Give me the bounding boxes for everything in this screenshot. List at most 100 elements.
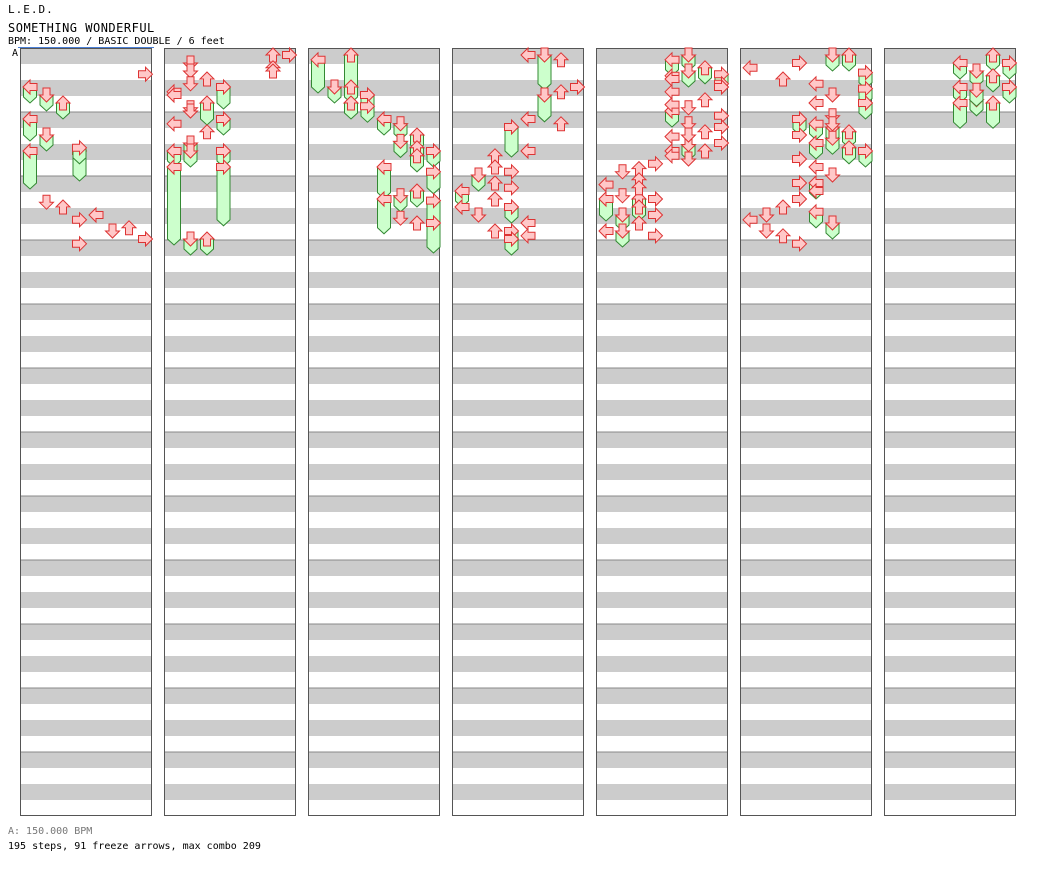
freeze-head-arrow	[504, 198, 520, 216]
freeze-body	[167, 166, 181, 246]
tap-arrow	[138, 65, 154, 83]
freeze-arrow	[840, 47, 858, 72]
freeze-head-arrow	[454, 182, 470, 200]
freeze-head-arrow	[216, 142, 232, 160]
freeze-head-arrow	[1002, 54, 1018, 72]
freeze-arrow	[470, 167, 487, 192]
freeze-head-arrow	[504, 230, 520, 248]
freeze-head-arrow	[808, 203, 824, 221]
freeze-head-arrow	[840, 47, 858, 63]
freeze-arrow	[182, 231, 199, 256]
beat-stripe	[164, 464, 296, 480]
tap-arrow	[648, 227, 664, 245]
freeze-head-arrow	[408, 183, 426, 199]
tap-arrow	[598, 222, 614, 240]
tap-arrow	[680, 116, 697, 132]
beat-stripe	[164, 752, 296, 768]
tap-arrow	[648, 206, 664, 224]
freeze-head-arrow	[326, 79, 343, 95]
freeze-head-arrow	[426, 192, 442, 209]
freeze-head-arrow	[984, 68, 1002, 84]
freeze-head-arrow	[984, 95, 1002, 111]
bpm-marker-line	[18, 47, 154, 48]
freeze-head-arrow	[680, 63, 697, 79]
tap-arrow	[552, 116, 570, 132]
freeze-arrow	[198, 231, 216, 256]
freeze-head-arrow	[166, 158, 182, 176]
freeze-arrow	[808, 203, 824, 229]
freeze-arrow	[22, 110, 38, 142]
freeze-arrow	[504, 198, 520, 224]
freeze-head-arrow	[22, 78, 38, 96]
tap-arrow	[264, 63, 282, 79]
beat-stripe	[596, 688, 728, 704]
tap-arrow	[680, 100, 697, 116]
tap-arrow	[520, 110, 536, 128]
freeze-arrow	[968, 82, 985, 107]
freeze-head-arrow	[198, 95, 216, 111]
freeze-arrow	[680, 63, 697, 88]
beat-stripe	[20, 176, 152, 192]
beat-stripe	[884, 304, 1016, 320]
freeze-head-arrow	[664, 51, 680, 69]
beat-stripe	[596, 272, 728, 288]
freeze-body	[216, 166, 231, 227]
beat-stripe	[20, 752, 152, 768]
beat-stripe	[452, 144, 584, 160]
tap-arrow	[808, 158, 824, 176]
bpm-marker: A	[12, 48, 19, 59]
beat-stripe	[20, 208, 152, 224]
freeze-head-arrow	[840, 124, 858, 140]
beat-stripe	[596, 368, 728, 384]
beat-stripe	[452, 752, 584, 768]
freeze-arrow	[984, 68, 1002, 93]
tap-arrow	[392, 210, 409, 226]
tap-arrow	[758, 207, 775, 223]
beat-stripe	[452, 624, 584, 640]
beat-stripe	[740, 688, 872, 704]
beat-stripe	[164, 720, 296, 736]
beat-stripe	[452, 336, 584, 352]
beat-stripe	[452, 464, 584, 480]
freeze-arrow	[342, 95, 360, 120]
freeze-head-arrow	[392, 116, 409, 132]
freeze-arrow	[504, 118, 520, 158]
beat-stripe	[308, 624, 440, 640]
freeze-head-arrow	[376, 110, 392, 128]
beat-stripe	[596, 80, 728, 96]
beat-stripe	[884, 496, 1016, 512]
freeze-head-arrow	[952, 54, 968, 72]
freeze-head-arrow	[426, 142, 442, 160]
tap-arrow	[758, 223, 775, 239]
beat-stripe	[308, 208, 440, 224]
beat-stripe	[596, 720, 728, 736]
freeze-arrow	[54, 95, 72, 120]
beat-stripe	[596, 432, 728, 448]
beat-stripe	[884, 688, 1016, 704]
tap-arrow	[742, 59, 758, 77]
tap-arrow	[648, 190, 664, 208]
beat-stripe	[20, 400, 152, 416]
freeze-arrow	[952, 54, 968, 80]
footer-bpm: A: 150.000 BPM	[8, 826, 93, 837]
tap-arrow	[792, 190, 808, 208]
chart-meta: BPM: 150.000 / BASIC DOUBLE / 6 feet	[8, 36, 225, 47]
freeze-head-arrow	[504, 118, 520, 136]
column-border	[452, 48, 584, 816]
freeze-arrow	[824, 130, 841, 155]
tap-arrow	[138, 230, 154, 248]
beat-stripe	[884, 48, 1016, 64]
beat-stripe	[164, 592, 296, 608]
freeze-head-arrow	[182, 143, 199, 159]
freeze-arrow	[598, 190, 614, 222]
tap-arrow	[824, 116, 841, 132]
beat-stripe	[20, 432, 152, 448]
freeze-arrow	[952, 94, 968, 129]
beat-stripe	[596, 400, 728, 416]
freeze-head-arrow	[696, 60, 714, 76]
tap-arrow	[166, 115, 182, 133]
beat-stripe	[452, 400, 584, 416]
beat-stripe	[20, 624, 152, 640]
beat-stripe	[308, 240, 440, 256]
beat-stripe	[452, 688, 584, 704]
